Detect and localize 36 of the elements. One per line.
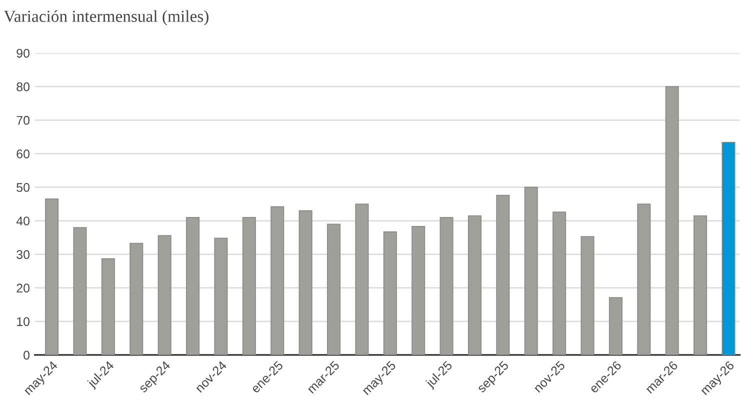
y-tick-label: 90 [16,48,30,58]
y-tick-label: 40 [16,216,30,226]
bar [101,258,115,355]
bar [468,215,482,355]
bar [186,217,200,355]
bar [524,186,538,355]
bar [608,297,622,355]
bar [298,210,312,355]
y-tick-label: 20 [16,284,30,293]
bar [694,215,708,355]
bar [45,198,59,355]
bar [580,236,594,355]
y-tick-label: 50 [16,183,30,192]
bar [440,217,454,355]
bar [383,231,397,355]
bar [214,238,228,355]
bar [326,224,341,355]
y-tick-label: 30 [16,250,30,259]
bar [552,212,566,355]
bar [412,226,426,355]
bar [242,217,256,355]
bar [270,206,284,355]
y-tick-label: 80 [16,82,30,92]
bar [637,204,651,355]
y-tick-label: 10 [17,317,30,326]
chart-subtitle: Variación intermensual (miles) [4,10,208,26]
bar [722,142,736,355]
bar [130,242,144,355]
y-tick-label: 70 [16,116,30,125]
bar [665,86,679,355]
bar [158,235,172,355]
y-tick-label: 0 [24,350,30,360]
bar [355,204,369,355]
bar [73,227,87,355]
bar [496,194,510,355]
y-tick-label: 60 [16,149,30,158]
